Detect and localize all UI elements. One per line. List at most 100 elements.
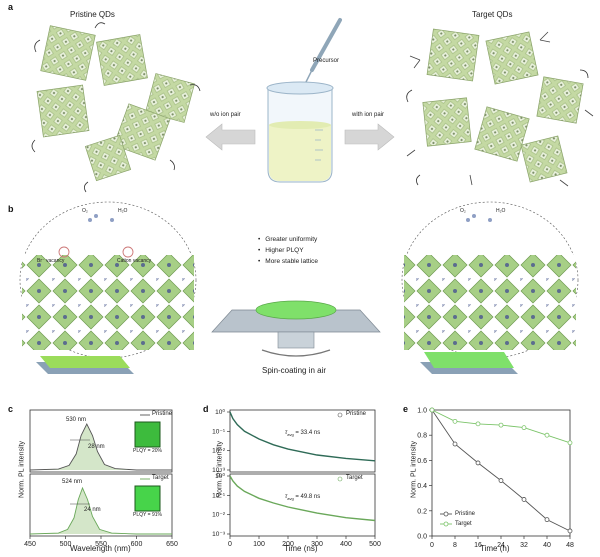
o2-label-left: O₂ bbox=[82, 208, 88, 214]
y-axis-label: Norm. PL intensity bbox=[410, 441, 418, 498]
y-tick-label: 10⁻² bbox=[212, 448, 226, 455]
br-vacancy-label: Br⁻ vacancy bbox=[37, 258, 65, 264]
y-tick-label: 10⁻¹ bbox=[212, 492, 226, 499]
pristine-fwhm-label: 28 nm bbox=[88, 444, 105, 450]
panel-b-illustration bbox=[19, 201, 579, 374]
o2-label-right: O₂ bbox=[460, 208, 466, 214]
pristine-tau-label: τavg = 33.4 ns bbox=[285, 430, 321, 438]
y-tick-label: 10⁻³ bbox=[212, 467, 226, 474]
x-tick-label: 450 bbox=[24, 541, 36, 548]
target-peak-label: 524 nm bbox=[62, 479, 83, 485]
target-lattice bbox=[404, 255, 576, 350]
y-tick-label: 0.4 bbox=[417, 483, 427, 490]
x-tick-label: 40 bbox=[543, 542, 551, 549]
pristine-decay-line bbox=[229, 411, 376, 462]
panel-label-c: c bbox=[8, 404, 14, 414]
pristine-legend: Pristine bbox=[152, 411, 173, 417]
h2o-label-right: H₂O bbox=[496, 208, 506, 214]
target-tau-label: τavg = 49.8 ns bbox=[285, 494, 321, 502]
y-tick-label: 0.2 bbox=[417, 508, 427, 515]
x-tick-label: 300 bbox=[311, 541, 323, 548]
x-axis-label: Time (ns) bbox=[284, 544, 318, 553]
data-point bbox=[544, 432, 550, 438]
target-qds-title: Target QDs bbox=[472, 10, 513, 19]
y-tick-label: 10⁰ bbox=[215, 472, 225, 480]
target-fwhm-label: 24 nm bbox=[84, 507, 101, 513]
x-tick-label: 400 bbox=[340, 541, 352, 548]
x-ticks: 450 500 550 600 650 bbox=[24, 536, 178, 548]
benefit-item: More stable lattice bbox=[258, 256, 318, 267]
target-decay-line bbox=[229, 475, 376, 522]
panel-a-illustration bbox=[31, 18, 594, 193]
spin-coating-label: Spin-coating in air bbox=[262, 366, 327, 375]
target-legend: Target bbox=[455, 521, 472, 527]
panel-label-a: a bbox=[8, 2, 14, 12]
data-points bbox=[429, 407, 573, 534]
pristine-legend: Pristine bbox=[346, 411, 367, 417]
panel-label-e: e bbox=[403, 404, 409, 414]
y-tick-label: 10⁻¹ bbox=[212, 428, 226, 435]
data-point bbox=[567, 440, 573, 446]
x-tick-label: 24 bbox=[497, 542, 505, 549]
data-point bbox=[452, 441, 458, 447]
data-point bbox=[475, 460, 481, 466]
pristine-qds-title: Pristine QDs bbox=[70, 10, 115, 19]
x-tick-label: 500 bbox=[369, 541, 381, 548]
x-tick-label: 550 bbox=[95, 541, 107, 548]
x-tick-label: 100 bbox=[253, 541, 265, 548]
target-film-photo bbox=[134, 485, 161, 512]
x-tick-label: 0 bbox=[228, 541, 232, 548]
plot-frame-top bbox=[229, 409, 376, 473]
with-ion-pair-label: with ion pair bbox=[352, 112, 385, 118]
data-point bbox=[498, 478, 504, 483]
x-tick-label: 16 bbox=[474, 542, 482, 549]
pristine-stability-line bbox=[431, 409, 571, 532]
pristine-spectrum-fill bbox=[30, 424, 172, 470]
y-tick-label: 0.8 bbox=[417, 433, 427, 440]
pristine-film bbox=[40, 356, 130, 368]
benefit-item: Greater uniformity bbox=[258, 234, 318, 245]
target-legend: Target bbox=[346, 475, 363, 481]
pipette-icon bbox=[305, 18, 342, 83]
pristine-legend: Pristine bbox=[455, 511, 476, 517]
panel-label-b: b bbox=[8, 204, 14, 214]
target-plqy-label: PLQY = 91% bbox=[133, 512, 162, 518]
y-axis-label: Norm. PL intensity bbox=[216, 441, 224, 498]
pristine-film-photo bbox=[134, 421, 161, 448]
y-tick-label: 0.6 bbox=[417, 458, 427, 465]
x-tick-label: 0 bbox=[430, 542, 434, 549]
y-tick-label: 1.0 bbox=[417, 408, 427, 415]
benefit-item: Higher PLQY bbox=[258, 245, 318, 256]
data-point bbox=[567, 528, 573, 534]
x-tick-label: 32 bbox=[520, 542, 528, 549]
y-axis-label: Norm. PL intensity bbox=[18, 441, 26, 498]
panel-c-chart: 450 500 550 600 650 bbox=[24, 409, 178, 548]
data-point bbox=[544, 517, 550, 523]
data-point bbox=[452, 418, 458, 424]
y-tick-label: 10⁻³ bbox=[212, 531, 226, 538]
target-qd-cluster bbox=[406, 28, 594, 187]
without-ion-pair-label: w/o ion pair bbox=[210, 112, 241, 118]
data-point bbox=[521, 425, 527, 431]
plot-frame-bottom bbox=[229, 473, 376, 537]
pristine-plqy-label: PLQY = 20% bbox=[133, 448, 162, 454]
pristine-qd-cluster bbox=[31, 22, 201, 193]
x-ticks: 0 100 200 300 400 500 bbox=[228, 536, 381, 548]
precursor-label: Precursor bbox=[313, 58, 340, 64]
x-ticks: 0 8 16 24 32 40 48 bbox=[430, 536, 574, 549]
target-film bbox=[424, 352, 514, 368]
plot-frame-top bbox=[29, 409, 173, 473]
plot-frame bbox=[431, 409, 571, 537]
data-point bbox=[475, 421, 481, 427]
x-tick-label: 600 bbox=[131, 541, 143, 548]
y-ticks: 0.0 0.2 0.4 0.6 0.8 1.0 bbox=[417, 408, 432, 541]
data-point bbox=[498, 422, 504, 428]
y-tick-label: 10⁰ bbox=[215, 408, 225, 416]
h2o-label-left: H₂O bbox=[118, 208, 128, 214]
panel-label-d: d bbox=[203, 404, 209, 414]
x-tick-label: 8 bbox=[453, 542, 457, 549]
target-spectrum-line bbox=[29, 486, 172, 535]
precursor-beaker bbox=[266, 81, 334, 183]
x-axis-label: Time (h) bbox=[480, 544, 510, 553]
